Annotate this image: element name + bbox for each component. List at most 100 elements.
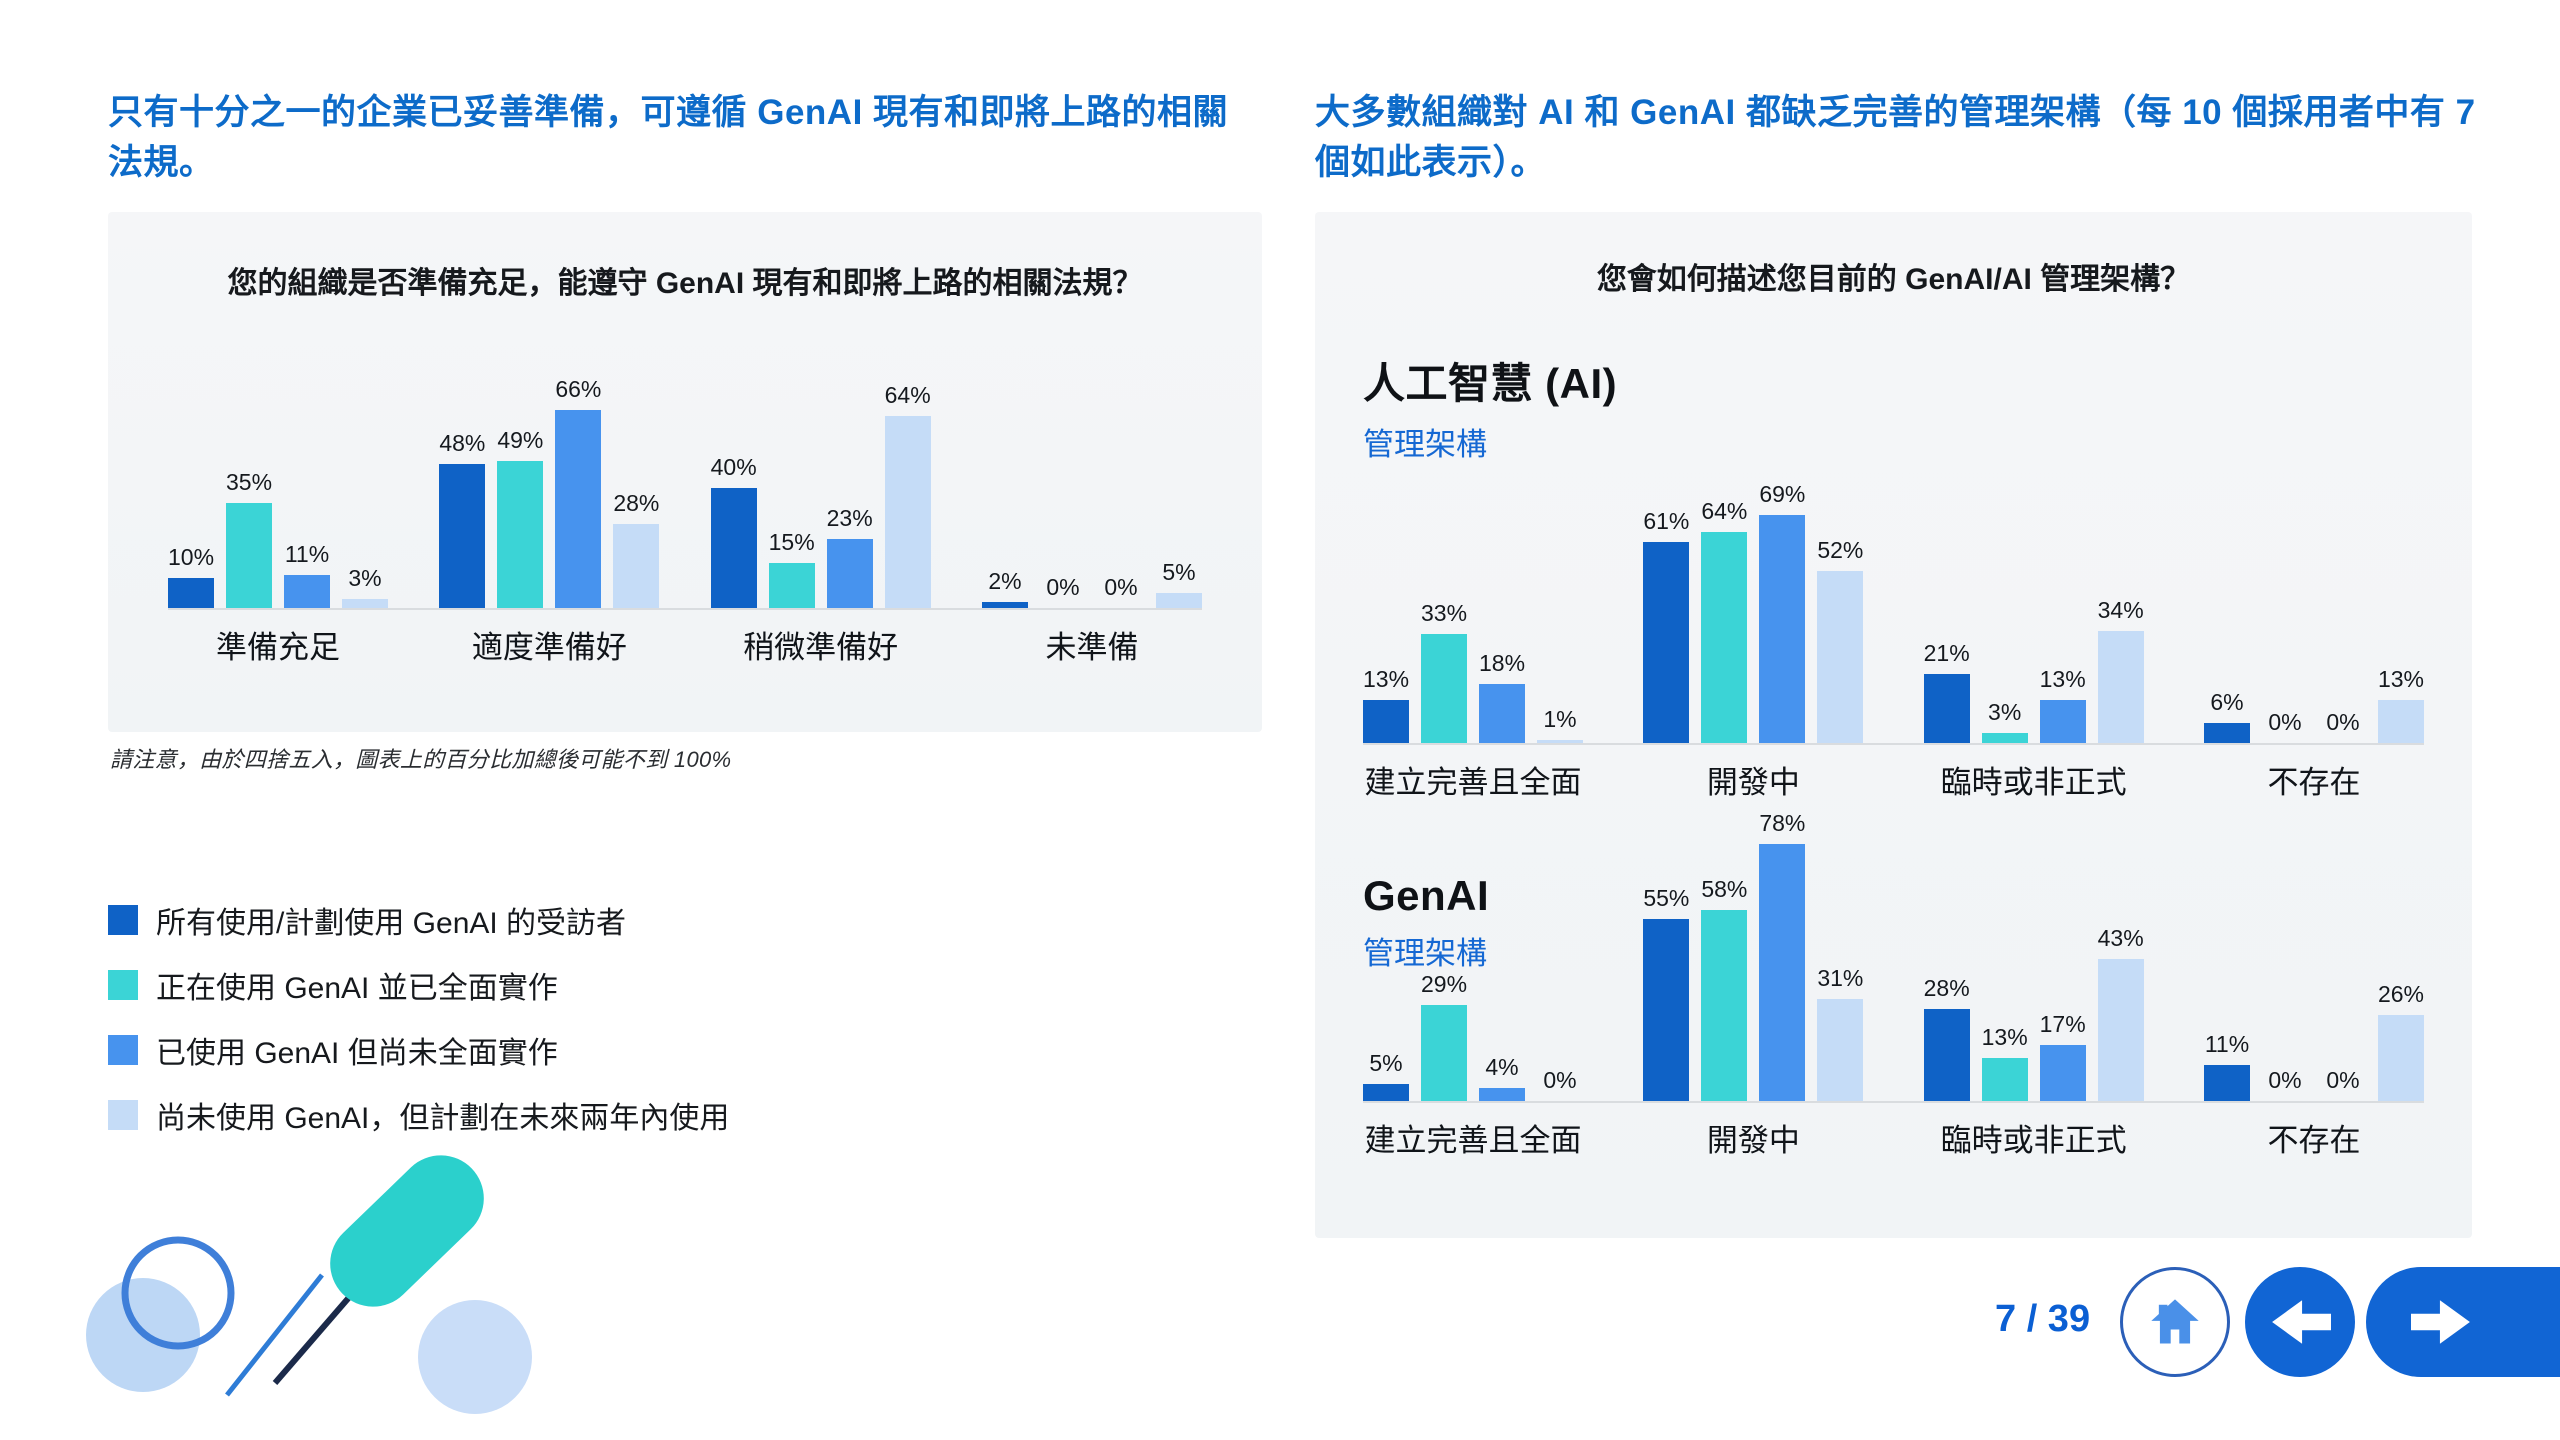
legend-label: 正在使用 GenAI 並已全面實作	[156, 972, 558, 1005]
rounding-footnote: 請注意，由於四捨五入，圖表上的百分比加總後可能不到 100%	[110, 747, 732, 772]
bar-value-label: 11%	[284, 541, 330, 567]
decorative-shapes	[86, 1155, 532, 1414]
bar-value-label: 61%	[1643, 508, 1690, 534]
decorative-line	[225, 1273, 324, 1397]
bar: 5%	[1363, 1050, 1409, 1101]
bar-group: 13% 33% 18% 1%	[1363, 600, 1583, 743]
bar: 3%	[1981, 699, 2028, 743]
legend-item: 正在使用 GenAI 並已全面實作	[108, 963, 729, 1007]
bar-rect	[2097, 631, 2144, 743]
readiness-chart: 10% 35% 11% 3% 48% 49% 66% 28% 40% 15% 23% 64% 2% 0% 0…	[168, 360, 1202, 667]
next-page-button[interactable]	[2366, 1267, 2560, 1377]
bar-rect	[981, 602, 1028, 608]
bar-value-label: 28%	[1923, 975, 1970, 1001]
bar-value-label: 21%	[1923, 640, 1970, 666]
bar: 0%	[2320, 1067, 2366, 1101]
category-label: 臨時或非正式	[1940, 765, 2127, 800]
bar: 26%	[2378, 981, 2424, 1101]
bar-value-label: 0%	[2326, 1067, 2360, 1093]
bar-value-label: 35%	[225, 469, 273, 495]
genai-section-subtitle: 管理架構	[1363, 936, 1487, 971]
bar-rect	[2377, 1015, 2424, 1101]
bar-value-label: 13%	[1981, 1024, 2028, 1050]
bar-value-label: 5%	[1162, 559, 1196, 585]
bar: 0%	[2262, 1067, 2308, 1101]
ai-governance-chart: 13% 33% 18% 1% 61% 64% 69% 52% 21% 3% 13% 34% 6% 0% 0%…	[1363, 452, 2424, 802]
legend-label: 所有使用/計劃使用 GenAI 的受訪者	[156, 907, 627, 940]
bar-rect	[1479, 1088, 1525, 1101]
bar-rect	[1701, 532, 1748, 743]
legend-item: 已使用 GenAI 但尚未全面實作	[108, 1028, 729, 1072]
bar-rect	[1479, 684, 1525, 743]
bar-rect	[613, 524, 660, 608]
bar-rect	[1817, 571, 1864, 743]
bar: 4%	[1479, 1054, 1525, 1101]
bar-rect	[884, 416, 931, 608]
bar-rect	[1643, 542, 1690, 743]
bar-value-label: 11%	[2204, 1031, 2250, 1057]
bar-value-label: 34%	[2097, 597, 2144, 623]
bar-value-label: 13%	[2039, 666, 2086, 692]
bar-rect	[168, 578, 214, 608]
bar-value-label: 69%	[1759, 481, 1806, 507]
bar-group: 11% 0% 0% 26%	[2203, 981, 2424, 1101]
legend: 所有使用/計劃使用 GenAI 的受訪者 正在使用 GenAI 並已全面實作已使用…	[108, 898, 729, 1137]
bar-value-label: 55%	[1643, 885, 1690, 911]
decorative-line	[272, 1285, 361, 1385]
bar-value-label: 66%	[555, 376, 602, 402]
ai-section-subtitle: 管理架構	[1363, 427, 1487, 462]
page-indicator: 7 / 39	[1995, 1298, 2091, 1340]
decorative-ring	[121, 1236, 235, 1350]
governance-chart-title: 您會如何描述您目前的 GenAI/AI 管理架構？	[1596, 263, 2191, 296]
category-label: 不存在	[2267, 1123, 2361, 1158]
bar-value-label: 13%	[2377, 666, 2425, 692]
legend-item: 所有使用/計劃使用 GenAI 的受訪者	[108, 898, 729, 942]
category-axis: 建立完善且全面 開發中 臨時或非正式 不存在	[1363, 1115, 2424, 1160]
bar-rect	[1759, 515, 1806, 743]
genai-section-title: GenAI	[1363, 872, 1490, 919]
bar: 33%	[1421, 600, 1467, 743]
category-label: 建立完善且全面	[1364, 765, 1582, 800]
bar-rect	[1363, 700, 1409, 743]
bar-rect	[2203, 1065, 2250, 1101]
legend-label: 尚未使用 GenAI，但計劃在未來兩年內使用	[156, 1102, 730, 1135]
bar-rect	[2039, 1045, 2086, 1101]
bar-value-label: 29%	[1420, 971, 1468, 997]
governance-chart-card: 您會如何描述您目前的 GenAI/AI 管理架構？ 人工智慧 (AI) 管理架構…	[1315, 212, 2472, 1238]
bar-rect	[2203, 723, 2250, 743]
bar-group: 55% 58% 78% 31%	[1643, 810, 1863, 1101]
category-axis: 準備充足 適度準備好 稍微準備好 未準備	[168, 622, 1202, 667]
decorative-pill	[330, 1155, 484, 1307]
bar-group: 61% 64% 69% 52%	[1643, 481, 1863, 743]
bar-value-label: 0%	[2326, 709, 2360, 735]
genai-governance-chart: 5% 29% 4% 0% 55% 58% 78% 31% 28% 13% 17% 43% 11% 0% 0%…	[1363, 807, 2424, 1160]
bar-group: 5% 29% 4% 0%	[1363, 971, 1583, 1101]
bar: 31%	[1817, 965, 1863, 1101]
bar-value-label: 3%	[348, 565, 382, 591]
previous-page-button[interactable]	[2245, 1267, 2355, 1377]
bar-value-label: 13%	[1362, 666, 1410, 692]
bar: 0%	[1040, 574, 1086, 608]
bar: 55%	[1643, 885, 1689, 1101]
bar-value-label: 43%	[2097, 925, 2144, 951]
bar-group: 10% 35% 11% 3%	[168, 469, 388, 608]
bar-plot: 13% 33% 18% 1% 61% 64% 69% 52% 21% 3% 13% 34% 6% 0% 0%…	[1363, 452, 2424, 745]
bar-value-label: 18%	[1478, 650, 1526, 676]
category-label: 不存在	[2267, 765, 2361, 800]
forward-arrow-icon	[2411, 1300, 2470, 1344]
category-label: 適度準備好	[471, 630, 627, 665]
bar: 66%	[555, 376, 601, 608]
bar-value-label: 23%	[826, 505, 873, 531]
bar-plot: 5% 29% 4% 0% 55% 58% 78% 31% 28% 13% 17% 43% 11% 0% 0%…	[1363, 807, 2424, 1103]
bar-rect	[226, 503, 272, 608]
bar-group: 28% 13% 17% 43%	[1924, 925, 2144, 1101]
bar-rect	[1537, 740, 1583, 743]
legend-swatch	[108, 1100, 138, 1130]
bar: 0%	[2262, 709, 2308, 743]
bar-rect	[1421, 634, 1467, 743]
bar-rect	[439, 464, 486, 608]
ai-section-heading: 人工智慧 (AI) 管理架構	[1363, 350, 1617, 464]
home-button[interactable]	[2120, 1267, 2230, 1377]
bar: 29%	[1421, 971, 1467, 1101]
category-label: 開發中	[1706, 1123, 1800, 1158]
